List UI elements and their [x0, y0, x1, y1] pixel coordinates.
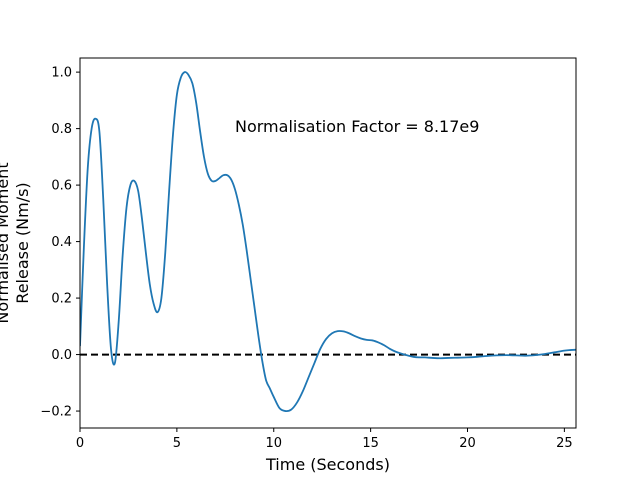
- x-tick-label: 0: [76, 436, 84, 451]
- y-axis-label-line-1: Normalised Moment: [0, 162, 12, 323]
- x-tick-label: 20: [459, 436, 476, 451]
- y-tick-label: 0.4: [51, 235, 72, 250]
- x-tick-label: 25: [556, 436, 573, 451]
- annotation-normalisation-factor: Normalisation Factor = 8.17e9: [235, 117, 479, 136]
- y-tick-label: 0.0: [51, 348, 72, 363]
- plot-area: [80, 71, 576, 413]
- x-tick-label: 15: [362, 436, 379, 451]
- y-tick-label: 0.6: [51, 179, 72, 194]
- y-tick-label: −0.2: [40, 405, 72, 420]
- x-tick-label: 5: [173, 436, 181, 451]
- y-tick-label: 1.0: [51, 66, 72, 81]
- series-line-0: [80, 71, 576, 413]
- y-axis-label-line-2: Release (Nm/s): [13, 182, 32, 303]
- y-tick-label: 0.8: [51, 122, 72, 137]
- x-tick-label: 10: [265, 436, 282, 451]
- ticks: 0 5 10 15 20 25 −0.2 0.0 0.2 0.4 0.6 0.8 1.0: [40, 66, 572, 451]
- x-axis-label: Time (Seconds): [265, 455, 390, 474]
- axes-frame: [79, 57, 577, 429]
- y-tick-label: 0.2: [51, 292, 72, 307]
